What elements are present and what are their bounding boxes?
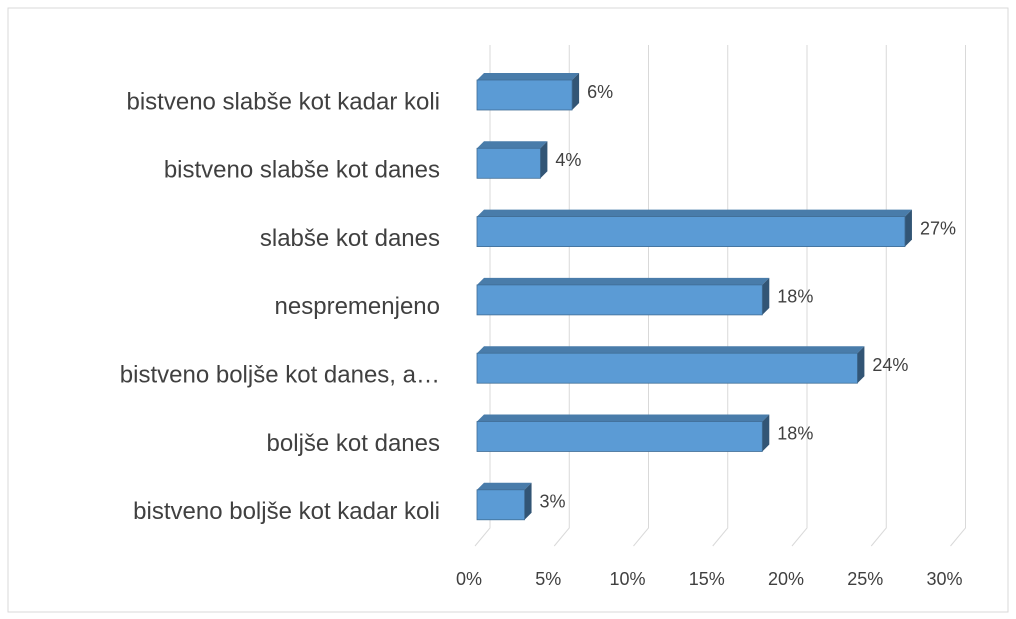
bar [476,141,548,179]
category-label: bistveno boljše kot danes, a… [120,362,440,389]
value-label: 3% [540,492,566,512]
value-label: 27% [920,218,956,238]
category-label: bistveno boljše kot kadar koli [133,498,440,525]
bar [476,209,912,248]
x-tick-label: 25% [847,569,883,589]
bar [476,73,580,111]
value-label: 4% [555,150,581,170]
bar [476,277,770,316]
grid-line [791,45,808,547]
grid-line [474,45,491,547]
x-tick-label: 30% [926,569,962,589]
grid-line [553,45,570,547]
grid-line [950,45,966,547]
x-tick-label: 0% [456,569,482,589]
category-label: nespremenjeno [275,293,440,320]
value-label: 18% [777,423,813,443]
x-tick-label: 20% [768,569,804,589]
bar [476,482,532,521]
value-label: 18% [777,287,813,307]
grid-line [870,45,887,547]
category-label: boljše kot danes [267,430,440,457]
value-label: 24% [872,355,908,375]
category-label: bistveno slabše kot kadar koli [127,88,441,115]
bar [476,414,770,452]
x-tick-label: 5% [535,569,561,589]
bar [476,346,865,384]
category-label: bistveno slabše kot danes [164,157,440,184]
grid-line [712,45,729,547]
x-tick-label: 10% [609,569,645,589]
value-label: 6% [587,82,613,102]
x-tick-label: 15% [689,569,725,589]
category-label: slabše kot danes [260,225,440,252]
grid-line [633,45,649,547]
